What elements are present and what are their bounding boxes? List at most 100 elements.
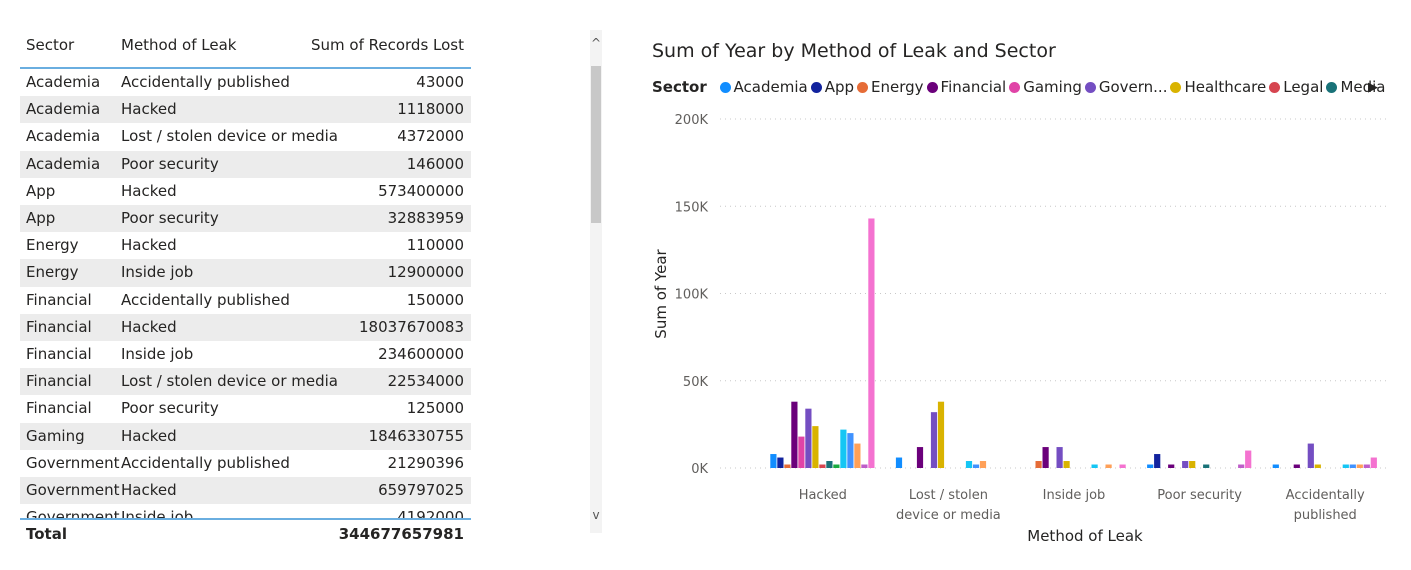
- records-cell: 110000: [406, 236, 464, 255]
- chart-title: Sum of Year by Method of Leak and Sector: [652, 40, 1056, 62]
- x-axis-label: Method of Leak: [1027, 527, 1143, 545]
- method-cell: Hacked: [121, 317, 177, 336]
- table-row[interactable]: Academia Accidentally published 43000: [20, 69, 471, 96]
- table-row[interactable]: Gaming Hacked 1846330755: [20, 422, 471, 450]
- legend-item[interactable]: Legal: [1269, 78, 1323, 96]
- method-cell: Hacked: [121, 181, 177, 200]
- legend-dot-icon: [926, 82, 938, 93]
- bar: [1245, 450, 1252, 468]
- method-cell: Inside job: [121, 263, 194, 282]
- bar: [1063, 461, 1070, 468]
- bar: [833, 464, 840, 468]
- records-cell: 4372000: [397, 127, 464, 146]
- method-cell: Hacked: [121, 426, 177, 445]
- table-row[interactable]: Financial Hacked 18037670083: [20, 313, 471, 341]
- legend-item[interactable]: Energy: [857, 78, 924, 96]
- bar: [861, 464, 868, 468]
- bar: [1314, 464, 1321, 468]
- records-table: Sector Method of Leak Sum of Records Los…: [20, 30, 471, 546]
- table-row[interactable]: Academia Hacked 1118000: [20, 96, 471, 124]
- legend-dot-icon: [719, 82, 731, 93]
- x-tick-label: Hacked: [799, 488, 847, 503]
- legend-item[interactable]: Financial: [926, 78, 1007, 96]
- y-tick-label: 200K: [675, 113, 709, 128]
- y-tick-label: 50K: [683, 375, 709, 390]
- legend-label: Gaming: [1023, 78, 1082, 96]
- records-cell: 125000: [406, 399, 464, 418]
- table-row[interactable]: Academia Poor security 146000: [20, 150, 471, 178]
- records-cell: 573400000: [378, 181, 464, 200]
- bar: [805, 408, 812, 468]
- scroll-up-arrow-icon[interactable]: ^: [590, 36, 602, 50]
- bar: [1272, 464, 1279, 468]
- table-scrollbar[interactable]: ^ v: [590, 30, 602, 533]
- y-tick-label: 0K: [691, 462, 708, 477]
- legend-item[interactable]: Govern...: [1084, 78, 1167, 96]
- sector-cell: Financial: [26, 290, 92, 309]
- legend-dot-icon: [1269, 82, 1281, 93]
- table-row[interactable]: App Hacked 573400000: [20, 178, 471, 205]
- legend-next-arrow-icon[interactable]: ▶: [1368, 80, 1378, 95]
- scroll-down-arrow-icon[interactable]: v: [592, 508, 600, 522]
- records-cell: 146000: [406, 154, 464, 173]
- method-cell: Poor security: [121, 154, 219, 173]
- legend-item[interactable]: Academia: [719, 78, 808, 96]
- bar: [798, 436, 805, 468]
- table-row[interactable]: Financial Accidentally published 150000: [20, 287, 471, 314]
- table-row[interactable]: Government Hacked 659797025: [20, 477, 471, 505]
- legend-label: App: [824, 78, 855, 96]
- column-header-method[interactable]: Method of Leak: [121, 36, 237, 54]
- method-cell: Accidentally published: [121, 290, 290, 309]
- x-tick-label: device or media: [896, 508, 1001, 523]
- table-row[interactable]: Financial Inside job 234600000: [20, 341, 471, 368]
- table-row[interactable]: Energy Hacked 110000: [20, 232, 471, 259]
- table-row[interactable]: Government Accidentally published 21290396: [20, 450, 471, 477]
- sector-cell: Academia: [26, 73, 101, 91]
- scroll-thumb[interactable]: [591, 66, 601, 223]
- legend-label: Media: [1340, 78, 1386, 96]
- bar: [1342, 464, 1349, 468]
- sector-cell: App: [26, 181, 56, 200]
- legend-item[interactable]: Healthcare: [1170, 78, 1266, 96]
- bar: [826, 461, 833, 468]
- column-header-sector[interactable]: Sector: [26, 36, 75, 54]
- legend-dot-icon: [1170, 82, 1182, 93]
- bar: [1349, 464, 1356, 468]
- bar: [1182, 461, 1189, 468]
- table-row[interactable]: Energy Inside job 12900000: [20, 259, 471, 287]
- table-row[interactable]: Government Inside job 4192000: [20, 504, 471, 518]
- sector-cell: Academia: [26, 154, 101, 173]
- bar: [840, 429, 847, 468]
- sector-cell: App: [26, 209, 56, 227]
- sector-cell: Energy: [26, 236, 79, 255]
- chart-plot-area: 0K 50K 100K 150K 200K Hacked Lost / stolen devi…: [652, 113, 1390, 545]
- records-cell: 43000: [416, 73, 464, 91]
- total-row: Total 344677657981: [20, 518, 471, 548]
- table-row[interactable]: App Poor security 32883959: [20, 205, 471, 233]
- table-row[interactable]: Financial Poor security 125000: [20, 395, 471, 422]
- legend-dot-icon: [1009, 82, 1021, 93]
- table-row[interactable]: Academia Lost / stolen device or media 437…: [20, 123, 471, 150]
- legend-label: Legal: [1283, 78, 1324, 96]
- legend-item[interactable]: App: [810, 78, 855, 96]
- legend-item[interactable]: Gaming: [1009, 78, 1082, 96]
- legend-label: Financial: [940, 78, 1007, 96]
- bar: [1307, 443, 1314, 468]
- legend-label: Healthcare: [1184, 78, 1267, 96]
- bar: [916, 447, 924, 468]
- legend-label: Academia: [733, 78, 808, 96]
- sector-cell: Academia: [26, 100, 101, 119]
- total-value: 344677657981: [338, 525, 464, 543]
- table-row[interactable]: Financial Lost / stolen device or media 22…: [20, 368, 471, 396]
- column-header-records-lost[interactable]: Sum of Records Lost: [310, 36, 464, 54]
- bar: [1356, 464, 1363, 468]
- bar: [972, 464, 980, 468]
- legend-item[interactable]: Media: [1326, 78, 1386, 96]
- bar: [1168, 464, 1175, 468]
- method-cell: Hacked: [121, 100, 177, 119]
- records-cell: 18037670083: [359, 317, 464, 336]
- x-tick-label: Accidentally: [1286, 488, 1365, 503]
- table-body: Academia Accidentally published 43000 Acade…: [20, 69, 471, 518]
- bar: [819, 464, 826, 468]
- bar: [937, 401, 945, 468]
